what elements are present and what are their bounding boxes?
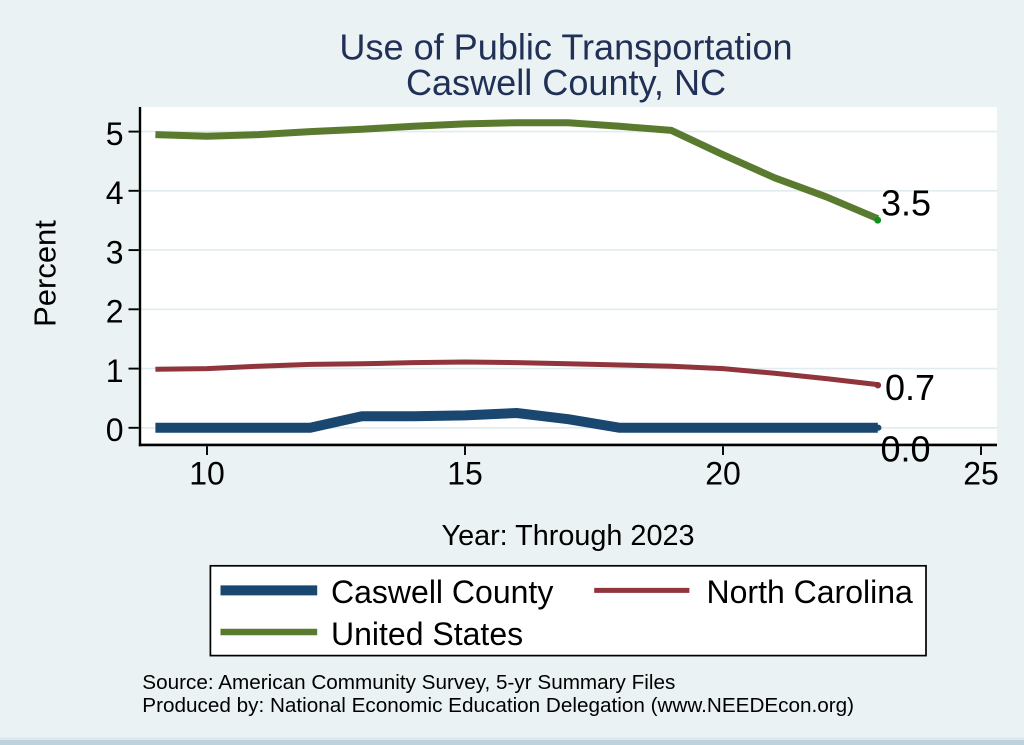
svg-text:United States: United States xyxy=(331,616,523,652)
svg-text:2: 2 xyxy=(106,294,124,330)
svg-text:Caswell County: Caswell County xyxy=(331,574,553,610)
svg-text:0.7: 0.7 xyxy=(885,367,935,408)
svg-text:4: 4 xyxy=(106,175,124,211)
svg-text:0.0: 0.0 xyxy=(881,428,931,469)
svg-text:Source: American Community Sur: Source: American Community Survey, 5-yr … xyxy=(142,671,675,694)
svg-text:5: 5 xyxy=(106,116,124,152)
svg-text:25: 25 xyxy=(963,456,999,492)
svg-text:3.5: 3.5 xyxy=(881,183,931,224)
svg-text:Caswell County, NC: Caswell County, NC xyxy=(406,62,726,103)
svg-text:North Carolina: North Carolina xyxy=(707,574,914,610)
svg-text:Percent: Percent xyxy=(27,220,62,327)
svg-text:20: 20 xyxy=(705,456,741,492)
svg-text:Year: Through 2023: Year: Through 2023 xyxy=(442,520,695,552)
svg-text:Use of Public Transportation: Use of Public Transportation xyxy=(339,27,792,68)
svg-text:15: 15 xyxy=(447,456,483,492)
svg-text:10: 10 xyxy=(189,456,225,492)
svg-text:0: 0 xyxy=(106,412,124,448)
svg-text:1: 1 xyxy=(106,353,124,389)
svg-text:3: 3 xyxy=(106,234,124,270)
svg-text:Produced by: National Economic: Produced by: National Economic Education… xyxy=(142,694,854,717)
